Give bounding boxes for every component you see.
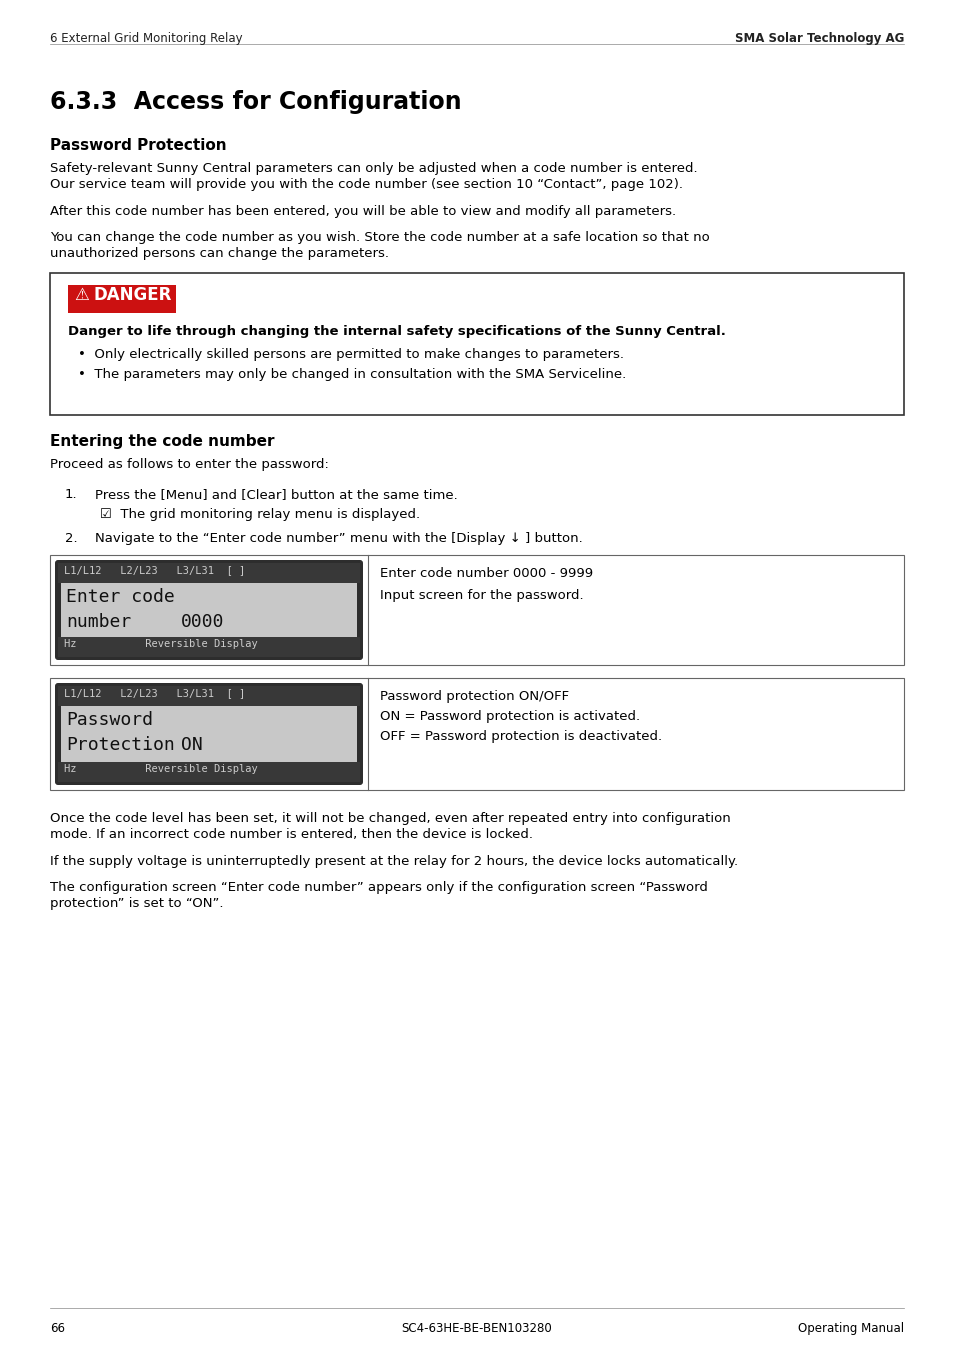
- Text: OFF = Password protection is deactivated.: OFF = Password protection is deactivated…: [379, 730, 661, 744]
- Text: ⚠: ⚠: [74, 287, 89, 304]
- Text: Enter code: Enter code: [66, 588, 174, 606]
- Bar: [58, 685, 359, 706]
- Text: 1.: 1.: [65, 488, 77, 502]
- Text: Hz           Reversible Display: Hz Reversible Display: [64, 764, 257, 773]
- Bar: [61, 583, 356, 637]
- Text: Operating Manual: Operating Manual: [797, 1322, 903, 1334]
- Text: unauthorized persons can change the parameters.: unauthorized persons can change the para…: [50, 247, 389, 260]
- Text: 0000: 0000: [181, 612, 224, 631]
- Text: Press the [Menu] and [Clear] button at the same time.: Press the [Menu] and [Clear] button at t…: [95, 488, 457, 502]
- Text: •  Only electrically skilled persons are permitted to make changes to parameters: • Only electrically skilled persons are …: [78, 347, 623, 361]
- Text: 66: 66: [50, 1322, 65, 1334]
- Text: You can change the code number as you wish. Store the code number at a safe loca: You can change the code number as you wi…: [50, 231, 709, 243]
- Text: number: number: [66, 612, 132, 631]
- Text: Once the code level has been set, it will not be changed, even after repeated en: Once the code level has been set, it wil…: [50, 813, 730, 825]
- Text: Enter code number 0000 - 9999: Enter code number 0000 - 9999: [379, 566, 593, 580]
- Bar: [58, 562, 359, 583]
- Text: ☑  The grid monitoring relay menu is displayed.: ☑ The grid monitoring relay menu is disp…: [100, 508, 419, 521]
- FancyBboxPatch shape: [55, 560, 363, 660]
- Bar: [50, 677, 903, 790]
- Bar: [50, 556, 903, 665]
- Text: mode. If an incorrect code number is entered, then the device is locked.: mode. If an incorrect code number is ent…: [50, 827, 533, 841]
- Text: 2.: 2.: [65, 531, 77, 545]
- FancyBboxPatch shape: [55, 683, 363, 786]
- Text: Password Protection: Password Protection: [50, 138, 227, 153]
- Text: ON: ON: [181, 735, 203, 754]
- Text: After this code number has been entered, you will be able to view and modify all: After this code number has been entered,…: [50, 206, 676, 218]
- Text: ON = Password protection is activated.: ON = Password protection is activated.: [379, 710, 639, 723]
- Text: DANGER: DANGER: [94, 287, 172, 304]
- Bar: [61, 706, 356, 763]
- Text: If the supply voltage is uninterruptedly present at the relay for 2 hours, the d: If the supply voltage is uninterruptedly…: [50, 854, 738, 868]
- Text: 6.3.3  Access for Configuration: 6.3.3 Access for Configuration: [50, 91, 461, 114]
- Text: Protection: Protection: [66, 735, 174, 754]
- Text: Entering the code number: Entering the code number: [50, 434, 274, 449]
- Bar: [68, 285, 175, 314]
- Text: Danger to life through changing the internal safety specifications of the Sunny : Danger to life through changing the inte…: [68, 324, 725, 338]
- Text: Input screen for the password.: Input screen for the password.: [379, 589, 583, 602]
- Text: Safety-relevant Sunny Central parameters can only be adjusted when a code number: Safety-relevant Sunny Central parameters…: [50, 162, 697, 174]
- Text: L1/L12   L2/L23   L3/L31  [ ]: L1/L12 L2/L23 L3/L31 [ ]: [64, 565, 245, 575]
- Text: Proceed as follows to enter the password:: Proceed as follows to enter the password…: [50, 458, 329, 470]
- Text: protection” is set to “ON”.: protection” is set to “ON”.: [50, 896, 223, 910]
- Text: SMA Solar Technology AG: SMA Solar Technology AG: [734, 32, 903, 45]
- Text: •  The parameters may only be changed in consultation with the SMA Serviceline.: • The parameters may only be changed in …: [78, 368, 625, 381]
- Text: L1/L12   L2/L23   L3/L31  [ ]: L1/L12 L2/L23 L3/L31 [ ]: [64, 688, 245, 698]
- Text: Password protection ON/OFF: Password protection ON/OFF: [379, 690, 569, 703]
- Text: The configuration screen “Enter code number” appears only if the configuration s: The configuration screen “Enter code num…: [50, 882, 707, 894]
- Bar: [58, 637, 359, 657]
- Text: SC4-63HE-BE-BEN103280: SC4-63HE-BE-BEN103280: [401, 1322, 552, 1334]
- Text: Password: Password: [66, 711, 152, 729]
- Text: Navigate to the “Enter code number” menu with the [Display ↓ ] button.: Navigate to the “Enter code number” menu…: [95, 531, 582, 545]
- Text: 6 External Grid Monitoring Relay: 6 External Grid Monitoring Relay: [50, 32, 242, 45]
- Bar: [58, 763, 359, 781]
- Text: Our service team will provide you with the code number (see section 10 “Contact”: Our service team will provide you with t…: [50, 178, 682, 191]
- Text: Hz           Reversible Display: Hz Reversible Display: [64, 639, 257, 649]
- Bar: [50, 273, 903, 415]
